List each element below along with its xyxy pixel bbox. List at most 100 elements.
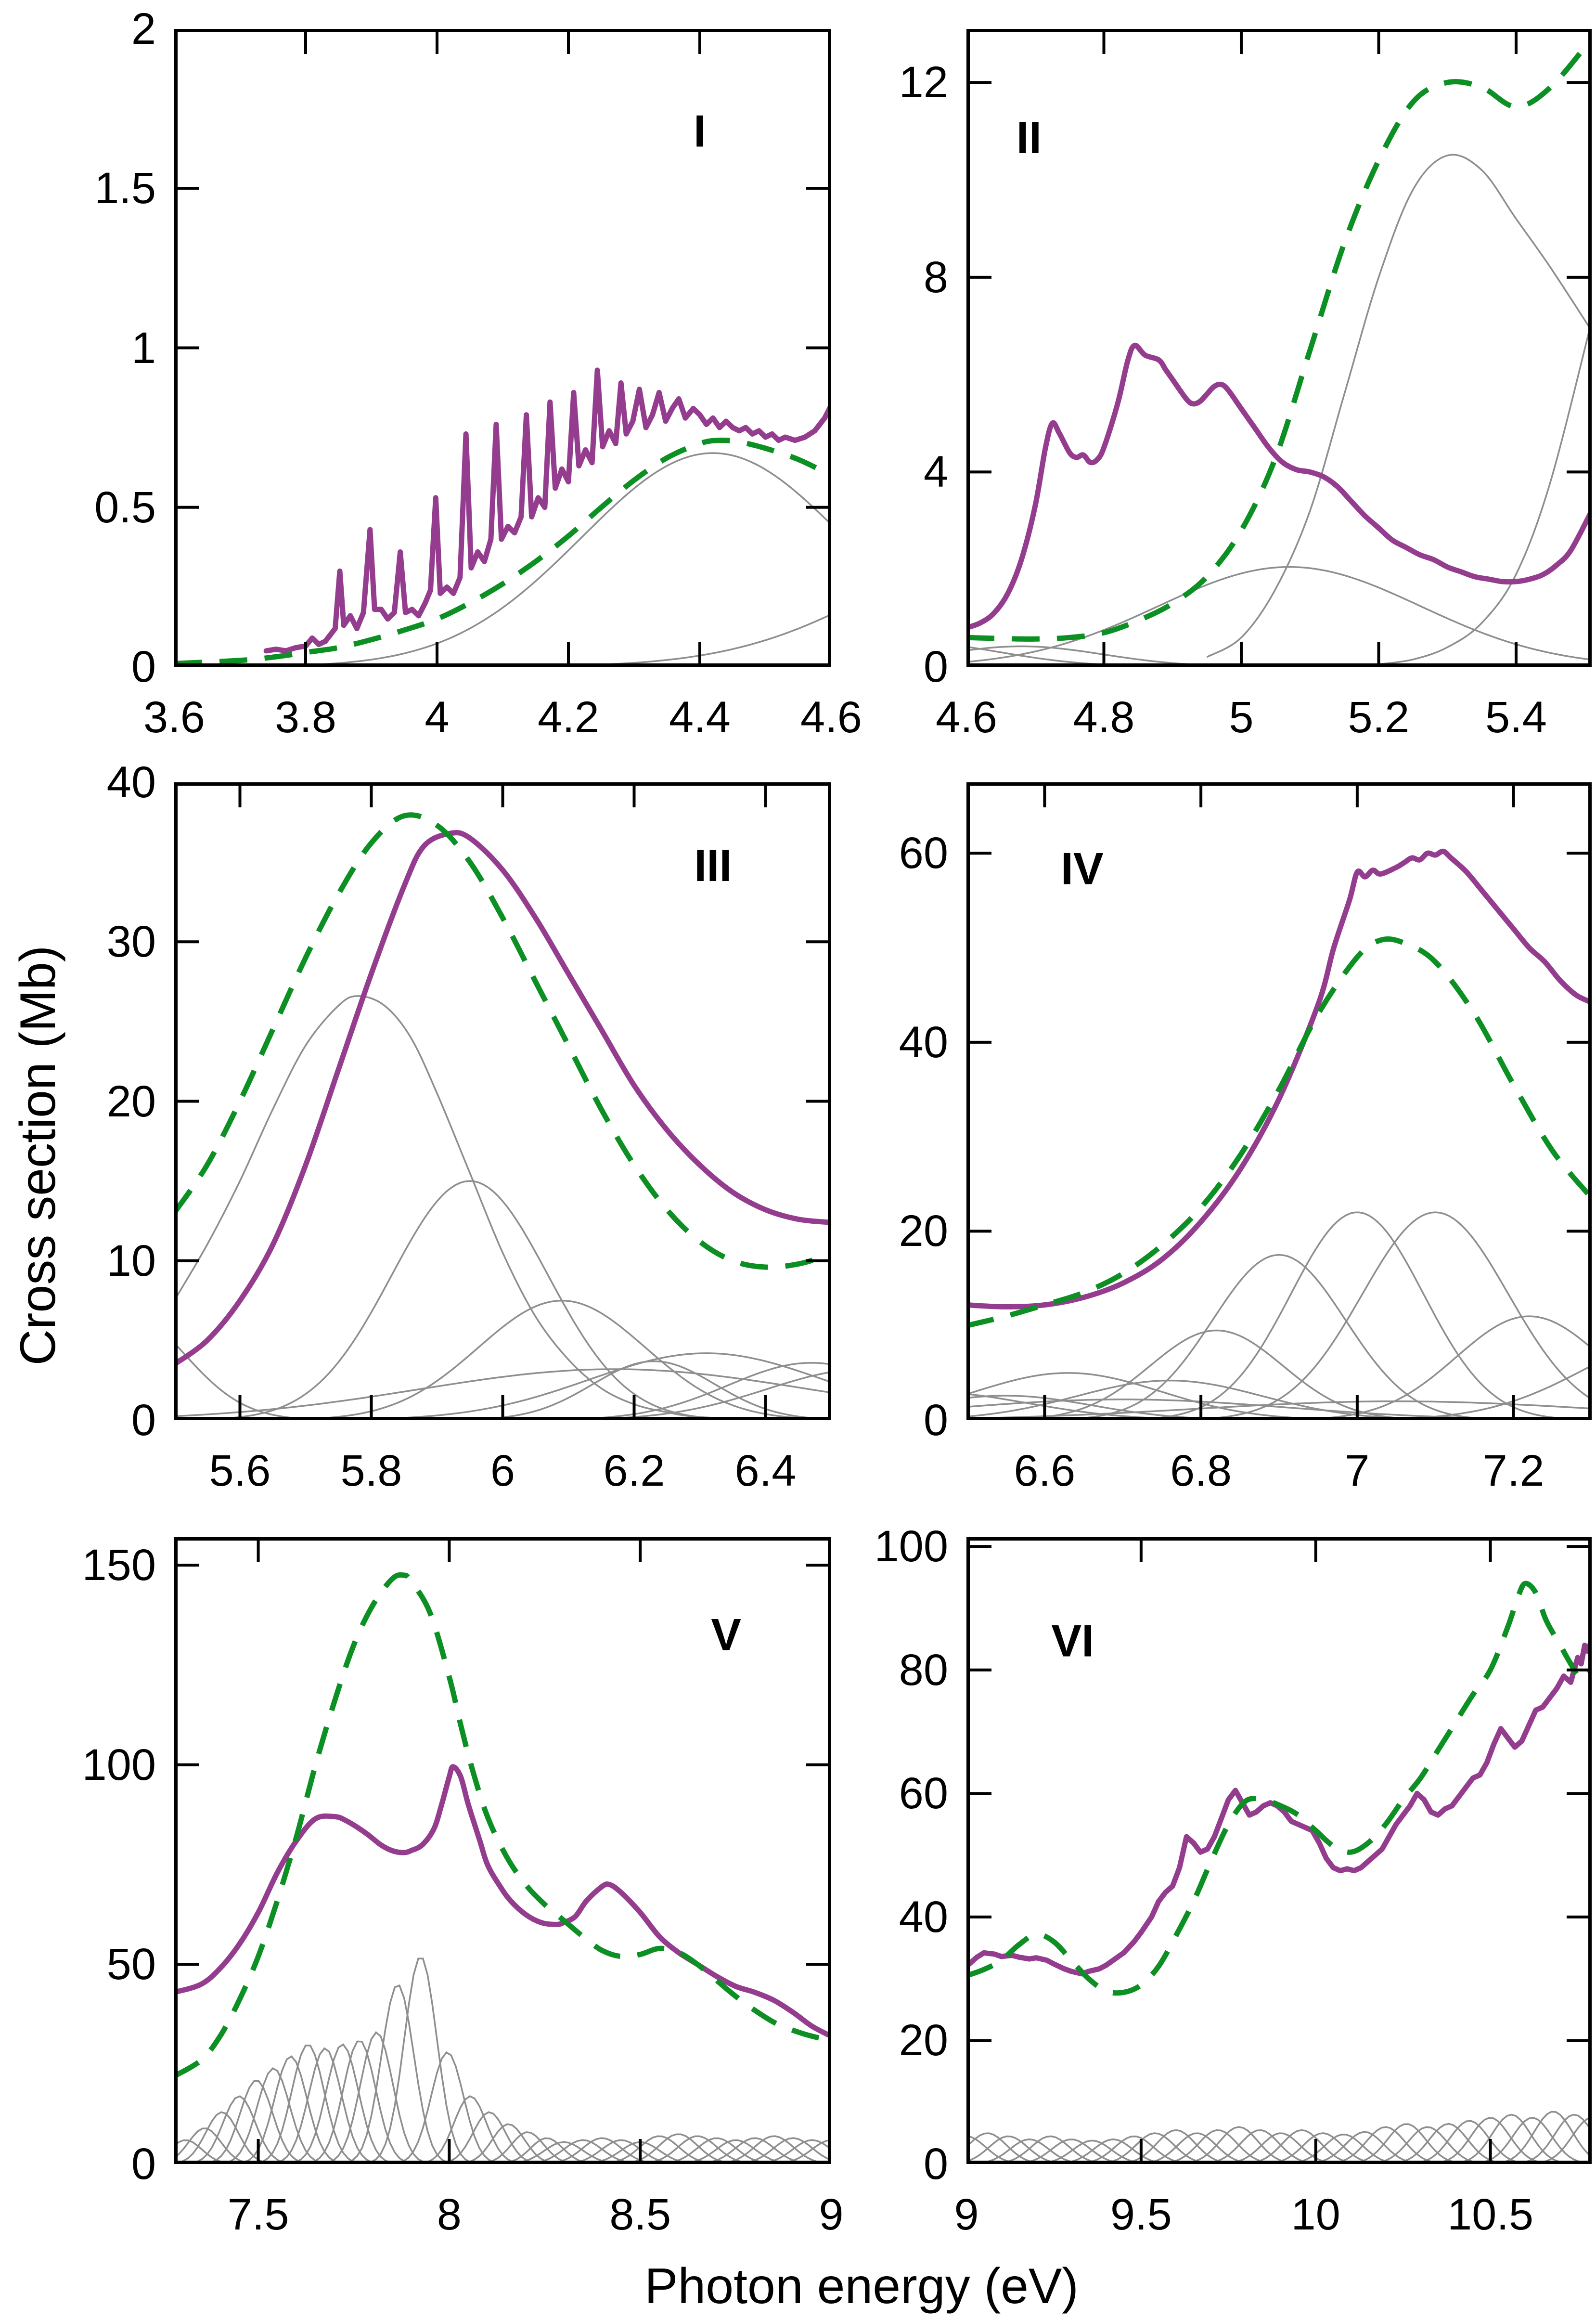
y-tick-label: 150 xyxy=(82,1541,156,1590)
y-tick-label: 8 xyxy=(923,252,948,302)
theory-curve xyxy=(966,936,1592,1329)
y-tick-label: 60 xyxy=(899,829,948,878)
panel-IV: IV xyxy=(966,782,1592,1420)
y-tick-label: 0 xyxy=(131,1396,156,1445)
x-tick-label: 5.6 xyxy=(209,1446,271,1495)
x-tick-label: 3.8 xyxy=(275,693,336,742)
y-tick-label: 10 xyxy=(106,1236,156,1285)
panel-I: I xyxy=(174,29,831,667)
plot-frame xyxy=(174,1537,831,2164)
component-curve xyxy=(966,2123,1592,2164)
y-tick-label: 20 xyxy=(106,1076,156,1126)
x-tick-label: 5.8 xyxy=(340,1446,402,1495)
x-tick-label: 9 xyxy=(819,2190,844,2239)
y-tick-label: 12 xyxy=(899,58,948,107)
panel-label-VI: VI xyxy=(1051,1615,1094,1666)
component-curve xyxy=(966,2139,1592,2164)
x-tick-label: 5.2 xyxy=(1348,693,1410,742)
component-curve xyxy=(174,2055,831,2164)
y-tick-label: 60 xyxy=(899,1769,948,1818)
x-tick-label: 10.5 xyxy=(1447,2190,1534,2239)
x-tick-label: 6.4 xyxy=(734,1446,797,1495)
component-curve xyxy=(174,1180,831,1420)
component-curve xyxy=(966,2132,1592,2164)
panel-III: III xyxy=(174,782,831,1420)
component-curve xyxy=(174,1984,831,2164)
component-curve xyxy=(174,2067,831,2164)
panel-label-V: V xyxy=(711,1609,741,1659)
theory-curve xyxy=(174,437,831,666)
component-curve xyxy=(174,2135,831,2164)
x-tick-label: 6 xyxy=(490,1446,515,1495)
x-tick-label: 4.2 xyxy=(538,693,599,742)
component-curve xyxy=(174,1957,831,2164)
component-curve xyxy=(174,1368,831,1417)
experiment-curve xyxy=(966,848,1592,1309)
y-tick-label: 0 xyxy=(131,2139,156,2189)
y-tick-label: 20 xyxy=(899,1206,948,1256)
plot-frame xyxy=(966,782,1592,1420)
experiment-curve xyxy=(966,1636,1592,1977)
x-tick-label: 4 xyxy=(425,693,450,742)
component-curve xyxy=(966,2129,1592,2164)
x-tick-label: 7.5 xyxy=(227,2190,289,2239)
plot-frame xyxy=(174,29,831,667)
y-tick-label: 100 xyxy=(874,1522,949,1571)
component-curve xyxy=(174,2139,831,2164)
component-curve xyxy=(966,2117,1592,2164)
y-tick-label: 2 xyxy=(131,4,156,53)
component-curve xyxy=(966,2135,1592,2164)
y-tick-label: 40 xyxy=(899,1017,948,1067)
x-tick-label: 8 xyxy=(437,2190,462,2239)
component-curve xyxy=(966,1400,1592,1419)
component-curve xyxy=(966,2139,1592,2164)
x-tick-label: 4.6 xyxy=(936,693,997,742)
component-curve xyxy=(174,2133,831,2164)
x-tick-label: 4.4 xyxy=(669,693,731,742)
experiment-curve xyxy=(263,367,831,654)
component-curve xyxy=(174,2044,831,2164)
component-curve xyxy=(966,1365,1592,1420)
component-curve xyxy=(966,2111,1592,2164)
theory-curve xyxy=(174,1572,831,2079)
component-curve xyxy=(174,2047,831,2164)
x-tick-label: 4.6 xyxy=(800,693,862,742)
component-curve xyxy=(1378,321,1592,665)
experiment-curve xyxy=(966,342,1592,631)
component-curve xyxy=(1206,154,1592,658)
component-curve xyxy=(966,2129,1592,2164)
component-curve xyxy=(174,2123,831,2164)
x-tick-label: 5.4 xyxy=(1485,693,1547,742)
component-curve xyxy=(966,2126,1592,2164)
component-curve xyxy=(174,452,831,667)
x-tick-label: 6.8 xyxy=(1170,1446,1232,1495)
component-curve xyxy=(966,2113,1592,2164)
component-curve xyxy=(966,1372,1592,1420)
y-tick-label: 0.5 xyxy=(94,482,156,532)
y-tick-label: 0 xyxy=(923,1396,948,1445)
y-tick-label: 40 xyxy=(899,1892,948,1942)
component-curve xyxy=(174,2031,831,2164)
component-curve xyxy=(966,646,1592,667)
theory-curve xyxy=(966,1581,1592,1996)
theory-curve xyxy=(174,812,831,1270)
component-curve xyxy=(966,1211,1592,1420)
theory-curve xyxy=(966,37,1592,642)
component-curve xyxy=(966,2120,1592,2164)
y-tick-label: 80 xyxy=(899,1645,948,1695)
x-tick-label: 5 xyxy=(1229,693,1254,742)
panel-V: V xyxy=(174,1537,831,2164)
component-curve xyxy=(966,1254,1592,1420)
component-curve xyxy=(966,1211,1592,1420)
panel-II: II xyxy=(966,29,1592,667)
component-curve xyxy=(966,566,1592,663)
component-curve xyxy=(174,2137,831,2164)
panel-label-II: II xyxy=(1017,112,1042,163)
panel-label-I: I xyxy=(694,106,706,156)
y-tick-label: 50 xyxy=(106,1940,156,1989)
component-curve xyxy=(174,2137,831,2164)
y-tick-label: 4 xyxy=(923,447,948,497)
component-curve xyxy=(174,2131,831,2164)
y-tick-label: 0 xyxy=(923,642,948,691)
x-axis-label: Photon energy (eV) xyxy=(644,2258,1079,2314)
